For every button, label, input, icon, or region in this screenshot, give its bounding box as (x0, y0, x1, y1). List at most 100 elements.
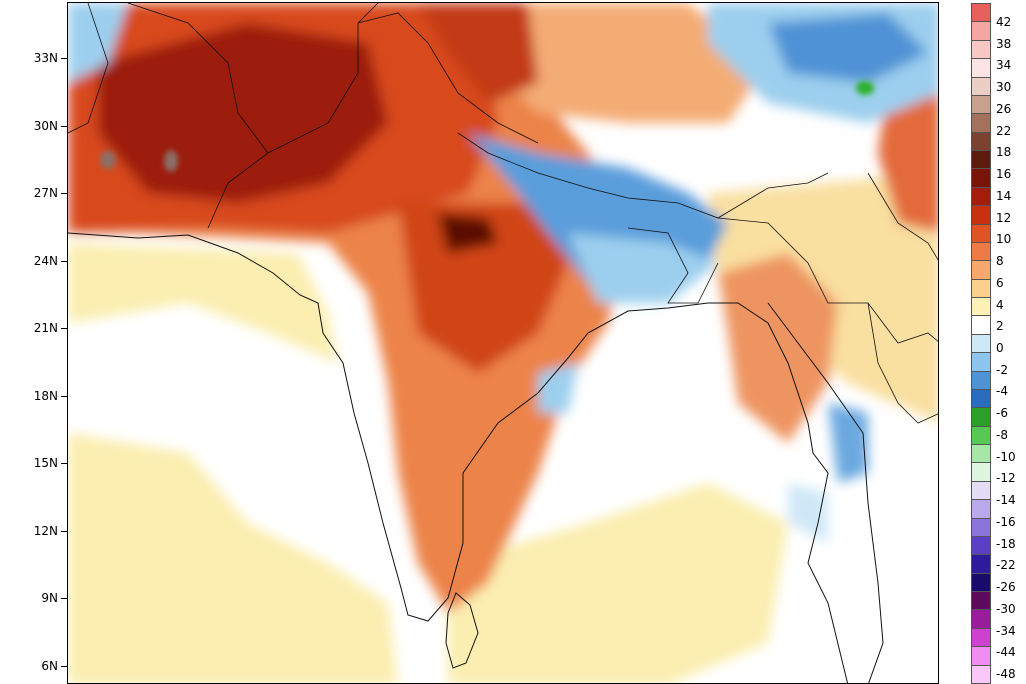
colorbar-cell (971, 627, 991, 648)
afghan-border (127, 3, 269, 154)
colorbar-cell (971, 260, 991, 280)
colorbar-label: -30 (996, 601, 1016, 616)
iran-border (68, 3, 109, 134)
colorbar-cell (971, 535, 991, 556)
colorbar-label: 42 (996, 15, 1012, 29)
latitude-label: 30N (33, 118, 58, 133)
colorbar-label: -16 (996, 514, 1016, 529)
colorbar-label: 18 (996, 145, 1012, 160)
colorbar-label: -48 (996, 667, 1016, 681)
colorbar-cell (971, 388, 991, 409)
laos-border (867, 172, 938, 261)
colorbar-cell (971, 480, 991, 501)
cool-anomaly-andaman (788, 483, 828, 543)
cool-anomaly-thailand (828, 403, 868, 483)
latitude-label: 6N (41, 658, 58, 673)
colorbar-cell (971, 609, 991, 629)
india-coastline (68, 232, 849, 683)
colorbar-label: 14 (996, 188, 1012, 203)
anomaly-detail (100, 81, 874, 172)
colorbar-label: -26 (996, 580, 1016, 595)
very-hot-anomaly-central (438, 213, 498, 253)
bangladesh-border (627, 227, 719, 304)
latitude-label: 9N (41, 591, 58, 605)
colorbar-label: -4 (996, 384, 1008, 399)
thailand-border (867, 302, 938, 424)
colorbar-cell (971, 76, 991, 96)
latitude-tick (61, 395, 67, 397)
colorbar-label: -8 (996, 427, 1008, 442)
cool-anomaly-west-edge (68, 3, 128, 83)
colorbar-label: 38 (996, 36, 1012, 51)
colorbar-cell (971, 113, 991, 133)
colorbar-cell (971, 150, 991, 170)
colorbar (971, 3, 991, 684)
colorbar-cell (971, 278, 991, 299)
colorbar-label: 0 (996, 341, 1004, 355)
colorbar-cell (971, 554, 991, 574)
colorbar-label: 16 (996, 167, 1012, 182)
colorbar-cell (971, 352, 991, 372)
hot-anomaly-himalaya-north (418, 3, 538, 103)
colorbar-cell (971, 241, 991, 262)
himalaya-border (457, 132, 829, 219)
colorbar-label: -10 (996, 449, 1016, 464)
cool-anomaly-bangladesh (568, 233, 718, 303)
colorbar-label: -14 (996, 493, 1016, 508)
colorbar-cell (971, 223, 991, 243)
colorbar-cell (971, 499, 991, 519)
colorbar-cell (971, 407, 991, 427)
latitude-label: 33N (33, 51, 58, 65)
latitude-tick (61, 665, 67, 667)
colorbar-cell (971, 186, 991, 207)
latitude-label: 24N (33, 253, 58, 268)
colorbar-label: 30 (996, 80, 1012, 95)
colorbar-cell (971, 131, 991, 152)
latitude-tick (61, 463, 67, 464)
latitude-tick (61, 125, 67, 127)
gray-spot-b (164, 150, 178, 172)
cool-anomaly-bay (538, 363, 578, 413)
myanmar-border (717, 217, 938, 344)
latitude-tick (61, 193, 67, 194)
colorbar-label: 22 (996, 123, 1012, 138)
colorbar-cell (971, 3, 991, 23)
pale-anomaly-south-bay (448, 483, 788, 683)
colorbar-label: -2 (996, 362, 1008, 377)
pale-anomaly-arabian-sea (68, 243, 338, 363)
colorbar-cell (971, 205, 991, 225)
colorbar-label: 10 (996, 232, 1012, 247)
colorbar-label: -34 (996, 623, 1016, 638)
latitude-tick (61, 58, 67, 59)
colorbar-cell (971, 297, 991, 317)
latitude-label: 15N (33, 456, 58, 470)
colorbar-label: -6 (996, 406, 1008, 421)
green-anomaly-spot (856, 81, 874, 95)
colorbar-label: 6 (996, 275, 1004, 290)
latitude-tick (61, 530, 67, 532)
colorbar-cell (971, 370, 991, 390)
colorbar-label: 8 (996, 254, 1004, 269)
colorbar-label: -12 (996, 471, 1016, 486)
colorbar-cell (971, 664, 991, 684)
latitude-label: 12N (33, 523, 58, 538)
latitude-label: 18N (33, 388, 58, 403)
srilanka-coast (445, 592, 479, 669)
colorbar-label: 4 (996, 297, 1004, 312)
borders (68, 3, 938, 424)
coastlines (68, 232, 884, 683)
latitude-tick (61, 598, 67, 599)
colorbar-label: -44 (996, 645, 1016, 660)
colorbar-cell (971, 333, 991, 354)
colorbar-cell (971, 444, 991, 464)
hot-anomaly-central (398, 203, 568, 373)
colorbar-cell (971, 462, 991, 482)
myanmar-coast (767, 302, 884, 683)
colorbar-label: 2 (996, 319, 1004, 334)
colorbar-cell (971, 39, 991, 60)
colorbar-label: 26 (996, 101, 1012, 116)
colorbar-label: -22 (996, 558, 1016, 573)
cool-anomaly-northeast-core (768, 13, 928, 83)
gray-spot-a (100, 151, 116, 169)
colorbar-cell (971, 315, 991, 335)
